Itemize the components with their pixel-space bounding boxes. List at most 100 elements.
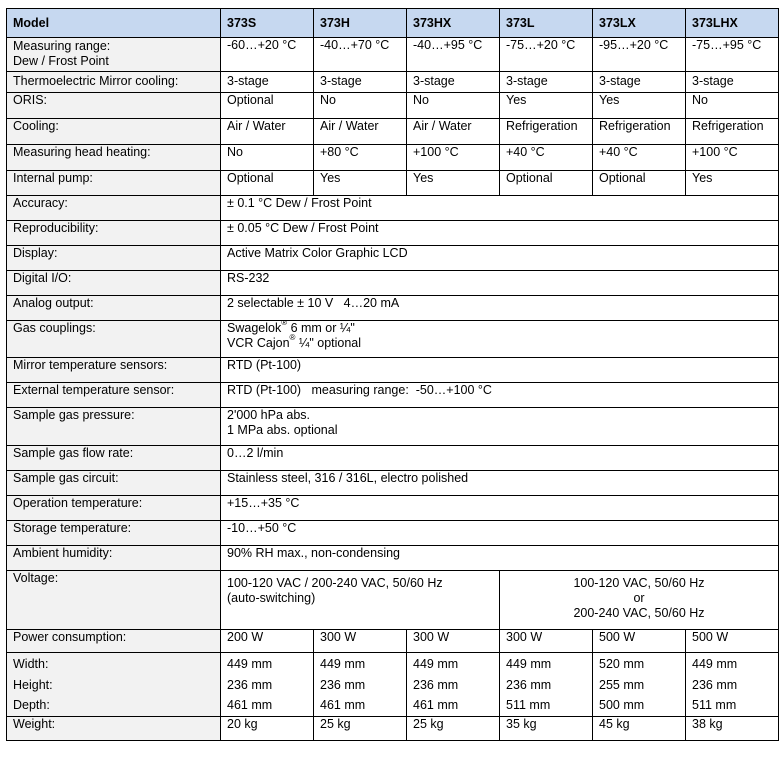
cell: 449 mm 236 mm 511 mm bbox=[499, 652, 593, 717]
cell: 3-stage bbox=[592, 71, 686, 93]
cell: 300 W bbox=[499, 629, 593, 653]
cell: ± 0.1 °C Dew / Frost Point bbox=[220, 195, 779, 221]
row-label: Sample gas pressure: bbox=[6, 407, 221, 446]
header-373hx: 373HX bbox=[406, 8, 500, 38]
row-label: Display: bbox=[6, 245, 221, 271]
cell: +40 °C bbox=[499, 144, 593, 171]
cell: Refrigeration bbox=[685, 118, 779, 145]
label-width: Width: bbox=[13, 657, 49, 671]
row-label: Ambient humidity: bbox=[6, 545, 221, 571]
cell: -40…+70 °C bbox=[313, 37, 407, 72]
text: Swagelok bbox=[227, 321, 282, 336]
header-row: Model 373S 373H 373HX 373L 373LX 373LHX bbox=[6, 8, 779, 38]
cell: Yes bbox=[313, 170, 407, 196]
registered-mark: ® bbox=[281, 320, 288, 327]
cell: No bbox=[406, 92, 500, 119]
depth-value: 461 mm bbox=[227, 698, 273, 712]
row-label: Thermoelectric Mirror cooling: bbox=[6, 71, 221, 93]
cell: 2'000 hPa abs. 1 MPa abs. optional bbox=[220, 407, 779, 446]
cell: Optional bbox=[220, 92, 314, 119]
row-dimensions: Width: Height: Depth: 449 mm 236 mm 461 … bbox=[6, 652, 779, 717]
cell: 100-120 VAC, 50/60 Hz or 200-240 VAC, 50… bbox=[499, 570, 779, 630]
cell: 3-stage bbox=[406, 71, 500, 93]
cell: 35 kg bbox=[499, 715, 593, 741]
row-label: Storage temperature: bbox=[6, 520, 221, 546]
cell: Optional bbox=[592, 170, 686, 196]
cell: ± 0.05 °C Dew / Frost Point bbox=[220, 220, 779, 246]
cell: 449 mm 236 mm 461 mm bbox=[406, 652, 500, 717]
cell: Yes bbox=[592, 92, 686, 119]
cell: 449 mm 236 mm 461 mm bbox=[313, 652, 407, 717]
text: 2'000 hPa abs. bbox=[227, 408, 311, 423]
cell: 90% RH max., non-condensing bbox=[220, 545, 779, 571]
cell: Stainless steel, 316 / 316L, electro pol… bbox=[220, 470, 779, 496]
height-value: 236 mm bbox=[413, 677, 459, 692]
row-cooling: Cooling: Air / Water Air / Water Air / W… bbox=[6, 118, 779, 145]
row-analog-output: Analog output: 2 selectable ± 10 V 4…20 … bbox=[6, 295, 779, 321]
cell: Active Matrix Color Graphic LCD bbox=[220, 245, 779, 271]
row-digital-io: Digital I/O: RS-232 bbox=[6, 270, 779, 296]
depth-value: 461 mm bbox=[320, 698, 366, 712]
cell: 25 kg bbox=[313, 715, 407, 741]
cell: 0…2 l/min bbox=[220, 445, 779, 471]
cell: Yes bbox=[406, 170, 500, 196]
row-storage-temp: Storage temperature: -10…+50 °C bbox=[6, 520, 779, 546]
cell: Air / Water bbox=[220, 118, 314, 145]
cell: 520 mm 255 mm 500 mm bbox=[592, 652, 686, 717]
cell: -75…+20 °C bbox=[499, 37, 593, 72]
depth-value: 461 mm bbox=[413, 698, 459, 712]
row-label: Sample gas circuit: bbox=[6, 470, 221, 496]
height-value: 236 mm bbox=[506, 677, 552, 692]
header-373lx: 373LX bbox=[592, 8, 686, 38]
cell: +100 °C bbox=[685, 144, 779, 171]
text: 100-120 VAC / 200-240 VAC, 50/60 Hz bbox=[227, 576, 443, 590]
row-head-heating: Measuring head heating: No +80 °C +100 °… bbox=[6, 144, 779, 171]
row-label: Internal pump: bbox=[6, 170, 221, 196]
text: (auto-switching) bbox=[227, 591, 316, 605]
header-373s: 373S bbox=[220, 8, 314, 38]
header-373l: 373L bbox=[499, 8, 593, 38]
row-mirror-cooling: Thermoelectric Mirror cooling: 3-stage 3… bbox=[6, 71, 779, 93]
cell: 500 W bbox=[685, 629, 779, 653]
row-accuracy: Accuracy: ± 0.1 °C Dew / Frost Point bbox=[6, 195, 779, 221]
cell: 3-stage bbox=[313, 71, 407, 93]
cell: 200 W bbox=[220, 629, 314, 653]
cell: 449 mm 236 mm 511 mm bbox=[685, 652, 779, 717]
cell: 45 kg bbox=[592, 715, 686, 741]
row-label: ORIS: bbox=[6, 92, 221, 119]
width-value: 449 mm bbox=[692, 657, 738, 671]
row-label: Sample gas flow rate: bbox=[6, 445, 221, 471]
label-line: Dew / Frost Point bbox=[13, 54, 109, 68]
gas-line-2: VCR Cajon® ¼" optional bbox=[227, 332, 772, 351]
header-373h: 373H bbox=[313, 8, 407, 38]
row-label: Cooling: bbox=[6, 118, 221, 145]
cell: No bbox=[685, 92, 779, 119]
height-value: 236 mm bbox=[227, 677, 273, 692]
registered-mark: ® bbox=[289, 332, 296, 342]
row-measuring-range: Measuring range: Dew / Frost Point -60…+… bbox=[6, 37, 779, 72]
text: 6 mm or ¼" bbox=[287, 321, 355, 336]
cell: -95…+20 °C bbox=[592, 37, 686, 72]
text: ¼" optional bbox=[295, 336, 362, 350]
cell: RTD (Pt-100) measuring range: -50…+100 °… bbox=[220, 382, 779, 408]
width-value: 449 mm bbox=[506, 657, 552, 671]
cell: Swagelok® 6 mm or ¼" VCR Cajon® ¼" optio… bbox=[220, 320, 779, 358]
row-label: Reproducibility: bbox=[6, 220, 221, 246]
row-label: Analog output: bbox=[6, 295, 221, 321]
header-373lhx: 373LHX bbox=[685, 8, 779, 38]
depth-value: 511 mm bbox=[506, 698, 551, 712]
height-value: 236 mm bbox=[320, 677, 366, 692]
row-weight: Weight: 20 kg 25 kg 25 kg 35 kg 45 kg 38… bbox=[6, 715, 779, 741]
row-gas-pressure: Sample gas pressure: 2'000 hPa abs. 1 MP… bbox=[6, 407, 779, 446]
cell: 449 mm 236 mm 461 mm bbox=[220, 652, 314, 717]
width-value: 449 mm bbox=[320, 657, 366, 671]
cell: Air / Water bbox=[406, 118, 500, 145]
cell: 300 W bbox=[313, 629, 407, 653]
cell: Optional bbox=[499, 170, 593, 196]
cell: Air / Water bbox=[313, 118, 407, 145]
row-gas-couplings: Gas couplings: Swagelok® 6 mm or ¼" VCR … bbox=[6, 320, 779, 358]
row-label: Measuring range: Dew / Frost Point bbox=[6, 37, 221, 72]
width-value: 449 mm bbox=[413, 657, 459, 671]
cell: Refrigeration bbox=[499, 118, 593, 145]
cell: 25 kg bbox=[406, 715, 500, 741]
